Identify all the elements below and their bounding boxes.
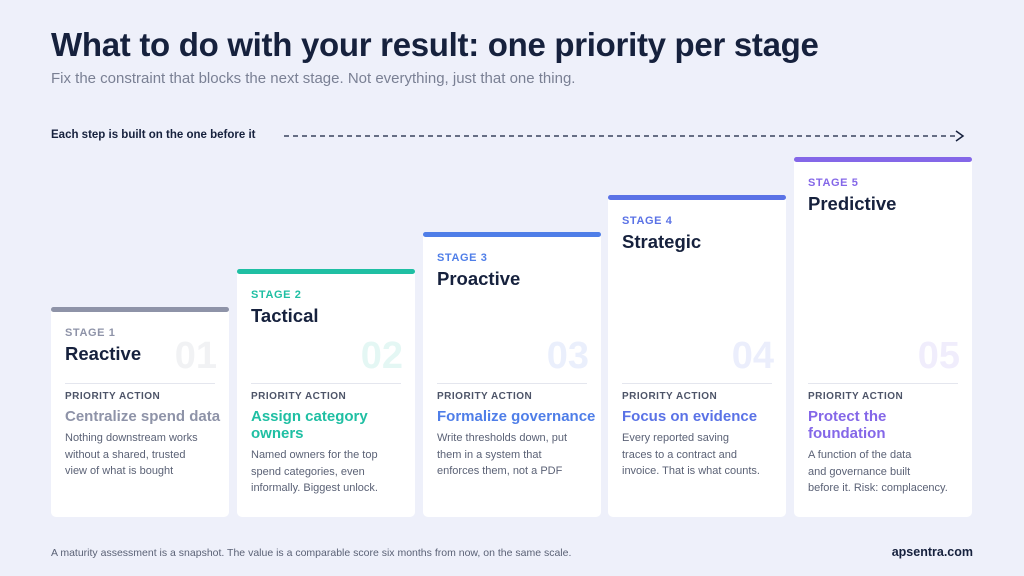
- stage-card-3: STAGE 3 Proactive 03 PRIORITY ACTION Formali…: [423, 232, 601, 517]
- description-line: and governance built: [808, 465, 911, 478]
- card-divider: [437, 383, 587, 384]
- priority-action-label: PRIORITY ACTION: [622, 391, 718, 402]
- stage-name: Reactive: [65, 343, 142, 364]
- stage-number: 02: [360, 335, 403, 377]
- stage-card-4: STAGE 4 Strategic 04 PRIORITY ACTION Focus o…: [608, 195, 786, 517]
- priority-action-line: Centralize spend data: [65, 408, 221, 425]
- priority-action-line: Focus on evidence: [622, 408, 758, 425]
- brand-link[interactable]: apsentra.com: [891, 545, 973, 559]
- stage-accent-bar: [237, 269, 415, 274]
- priority-action: Focus on evidence: [622, 408, 782, 425]
- description-line: without a shared, trusted: [65, 448, 186, 461]
- description-line: them in a system that: [437, 448, 542, 461]
- card-divider: [65, 383, 215, 384]
- stage-label: STAGE 1: [65, 327, 116, 339]
- stage-name: Predictive: [808, 193, 897, 214]
- stage-accent-bar: [608, 195, 786, 200]
- priority-description: Nothing downstream works without a shared…: [65, 430, 221, 480]
- stage-label: STAGE 3: [437, 252, 488, 264]
- priority-description: A function of the data and governance bui…: [808, 447, 964, 497]
- stage-card-5: STAGE 5 Predictive 05 PRIORITY ACTION Protec…: [794, 157, 972, 517]
- description-line: view of what is bought: [65, 465, 174, 477]
- stage-number: 03: [546, 335, 589, 377]
- description-line: enforces them, not a PDF: [437, 465, 563, 477]
- priority-action-line: Assign category: [251, 408, 368, 425]
- priority-action-line: owners: [251, 425, 304, 442]
- priority-description: Write thresholds down, put them in a syst…: [437, 430, 593, 480]
- description-line: A function of the data: [808, 449, 912, 461]
- page-title: What to do with your result: one priorit…: [51, 26, 819, 63]
- card-divider: [808, 383, 958, 384]
- priority-action: Formalize governance: [437, 408, 597, 425]
- priority-description: Named owners for the top spend categories…: [251, 447, 407, 497]
- card-divider: [251, 383, 401, 384]
- description-line: Write thresholds down, put: [437, 432, 568, 444]
- dashed-arrow-icon: [284, 130, 965, 142]
- priority-action-label: PRIORITY ACTION: [65, 391, 161, 402]
- stage-label: STAGE 2: [251, 289, 302, 301]
- priority-action: Assign category owners: [251, 408, 411, 442]
- stage-accent-bar: [423, 232, 601, 237]
- stage-card-2: STAGE 2 Tactical 02 PRIORITY ACTION Assign c…: [237, 269, 415, 517]
- priority-action: Protect the foundation: [808, 408, 968, 442]
- priority-action-label: PRIORITY ACTION: [251, 391, 347, 402]
- description-line: Every reported saving: [622, 432, 729, 444]
- footer-note: A maturity assessment is a snapshot. The…: [51, 547, 572, 559]
- description-line: Nothing downstream works: [65, 432, 198, 444]
- priority-action-line: Protect the: [808, 408, 887, 425]
- progression-label: Each step is built on the one before it: [51, 129, 256, 141]
- stage-name: Strategic: [622, 231, 702, 252]
- card-divider: [622, 383, 772, 384]
- page-subtitle: Fix the constraint that blocks the next …: [51, 70, 576, 87]
- stage-label: STAGE 5: [808, 177, 859, 189]
- description-line: traces to a contract and: [622, 448, 737, 461]
- stage-label: STAGE 4: [622, 215, 673, 227]
- priority-action-label: PRIORITY ACTION: [808, 391, 904, 402]
- stage-card-1: STAGE 1 Reactive 01 PRIORITY ACTION Centrali…: [51, 307, 229, 517]
- stage-number: 05: [917, 335, 960, 377]
- priority-action-label: PRIORITY ACTION: [437, 391, 533, 402]
- stage-name: Tactical: [251, 305, 319, 326]
- stage-name: Proactive: [437, 268, 521, 289]
- stage-accent-bar: [51, 307, 229, 312]
- priority-action-line: foundation: [808, 425, 886, 442]
- stage-number: 01: [174, 335, 217, 377]
- priority-action: Centralize spend data: [65, 408, 225, 425]
- description-line: informally. Biggest unlock.: [251, 482, 378, 494]
- stage-number: 04: [731, 335, 774, 377]
- description-line: invoice. That is what counts.: [622, 465, 760, 477]
- stage-accent-bar: [794, 157, 972, 162]
- description-line: Named owners for the top: [251, 449, 378, 461]
- priority-action-line: Formalize governance: [437, 408, 596, 425]
- description-line: before it. Risk: complacency.: [808, 482, 948, 494]
- description-line: spend categories, even: [251, 465, 365, 478]
- priority-description: Every reported saving traces to a contrac…: [622, 430, 778, 480]
